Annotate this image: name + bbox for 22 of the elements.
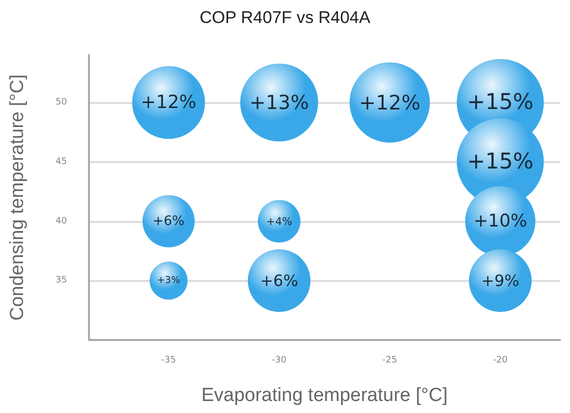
- x-tick-label: -25: [382, 356, 398, 366]
- annotation: +12%: [140, 92, 196, 113]
- annotation: +3%: [157, 275, 180, 286]
- y-tick-label: 50: [56, 98, 68, 108]
- y-tick-label: 40: [56, 216, 68, 226]
- y-axis-title: Condensing temperature [°C]: [7, 74, 28, 321]
- annotation: +15%: [467, 90, 534, 115]
- y-tick-label: 35: [56, 276, 67, 286]
- x-tick-label: -30: [272, 356, 287, 366]
- chart-title: COP R407F vs R404A: [200, 8, 372, 27]
- annotation: +9%: [481, 271, 520, 290]
- annotation: +12%: [359, 90, 420, 114]
- annotation: +10%: [473, 211, 528, 232]
- annotation: +13%: [249, 91, 309, 114]
- annotation: +4%: [266, 214, 292, 228]
- y-tick-label: 45: [56, 156, 67, 167]
- annotation: +6%: [260, 271, 298, 290]
- x-tick-label: -20: [492, 356, 508, 366]
- annotation: +6%: [152, 214, 184, 229]
- x-tick-label: -35: [161, 356, 176, 366]
- x-axis-title: Evaporating temperature [°C]: [201, 385, 448, 406]
- annotation: +15%: [467, 149, 534, 174]
